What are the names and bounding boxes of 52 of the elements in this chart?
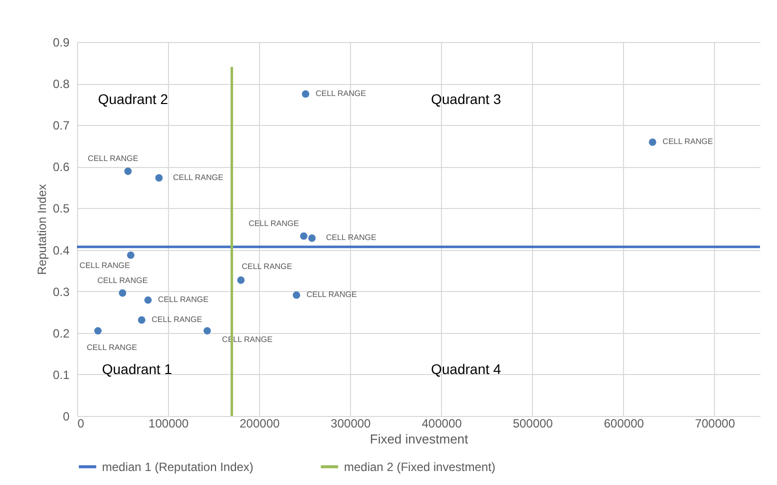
x-tick-label: 600000 xyxy=(604,416,644,430)
data-label: CELL RANGE xyxy=(88,154,138,164)
legend-label: median 2 (Fixed investment) xyxy=(344,460,496,474)
annotation: Quadrant 1 xyxy=(102,361,172,377)
x-tick-label: 200000 xyxy=(240,416,280,430)
y-tick-label: 0.7 xyxy=(52,118,70,133)
annotation: Quadrant 3 xyxy=(431,91,502,107)
point xyxy=(204,327,211,335)
y-tick-label: 0.8 xyxy=(52,77,70,92)
point xyxy=(144,296,152,304)
data-label: CELL RANGE xyxy=(172,172,224,182)
data-label: CELL RANGE xyxy=(86,342,138,352)
data-label: CELL RANGE xyxy=(662,137,713,146)
point xyxy=(155,174,163,182)
x-tick-label: 700000 xyxy=(694,416,736,430)
point xyxy=(138,316,146,324)
point xyxy=(292,291,300,299)
point xyxy=(124,168,132,175)
legend-label: median 1 (Reputation Index) xyxy=(102,460,254,474)
data-label: CELL RANGE xyxy=(80,261,130,270)
annotation: Quadrant 4 xyxy=(431,361,502,377)
point xyxy=(94,327,102,335)
data-label: CELL RANGE xyxy=(326,233,376,242)
y-tick-label: 0.1 xyxy=(52,368,70,382)
point xyxy=(308,234,316,242)
y-tick-label: 0.3 xyxy=(52,284,70,299)
y-tick-label: 0.9 xyxy=(52,36,70,50)
x-tick-label: 100000 xyxy=(148,416,189,430)
data-label: CELL RANGE xyxy=(306,290,357,300)
x-tick-label: 0 xyxy=(78,416,84,430)
point xyxy=(127,251,134,259)
x-axis-title: Fixed investment xyxy=(370,432,469,446)
annotation: Quadrant 2 xyxy=(98,91,168,107)
data-label: CELL RANGE xyxy=(248,219,299,228)
x-tick-label: 300000 xyxy=(330,416,372,430)
data-label: CELL RANGE xyxy=(242,262,292,272)
y-tick-label: 0.4 xyxy=(52,243,70,258)
x-tick-label: 500000 xyxy=(512,416,554,430)
data-label: CELL RANGE xyxy=(158,295,208,304)
point xyxy=(237,276,245,284)
point xyxy=(118,289,126,297)
data-label: CELL RANGE xyxy=(152,315,202,324)
y-tick-label: 0.2 xyxy=(52,326,70,340)
point xyxy=(302,90,310,98)
data-label: CELL RANGE xyxy=(97,276,148,285)
y-tick-label: 0.6 xyxy=(52,160,70,174)
point xyxy=(300,232,308,240)
data-label: CELL RANGE xyxy=(316,88,366,98)
y-axis-title: Reputation Index xyxy=(34,184,49,275)
x-tick-label: 400000 xyxy=(422,416,462,430)
y-tick-label: 0.5 xyxy=(52,202,70,216)
point xyxy=(648,138,656,146)
